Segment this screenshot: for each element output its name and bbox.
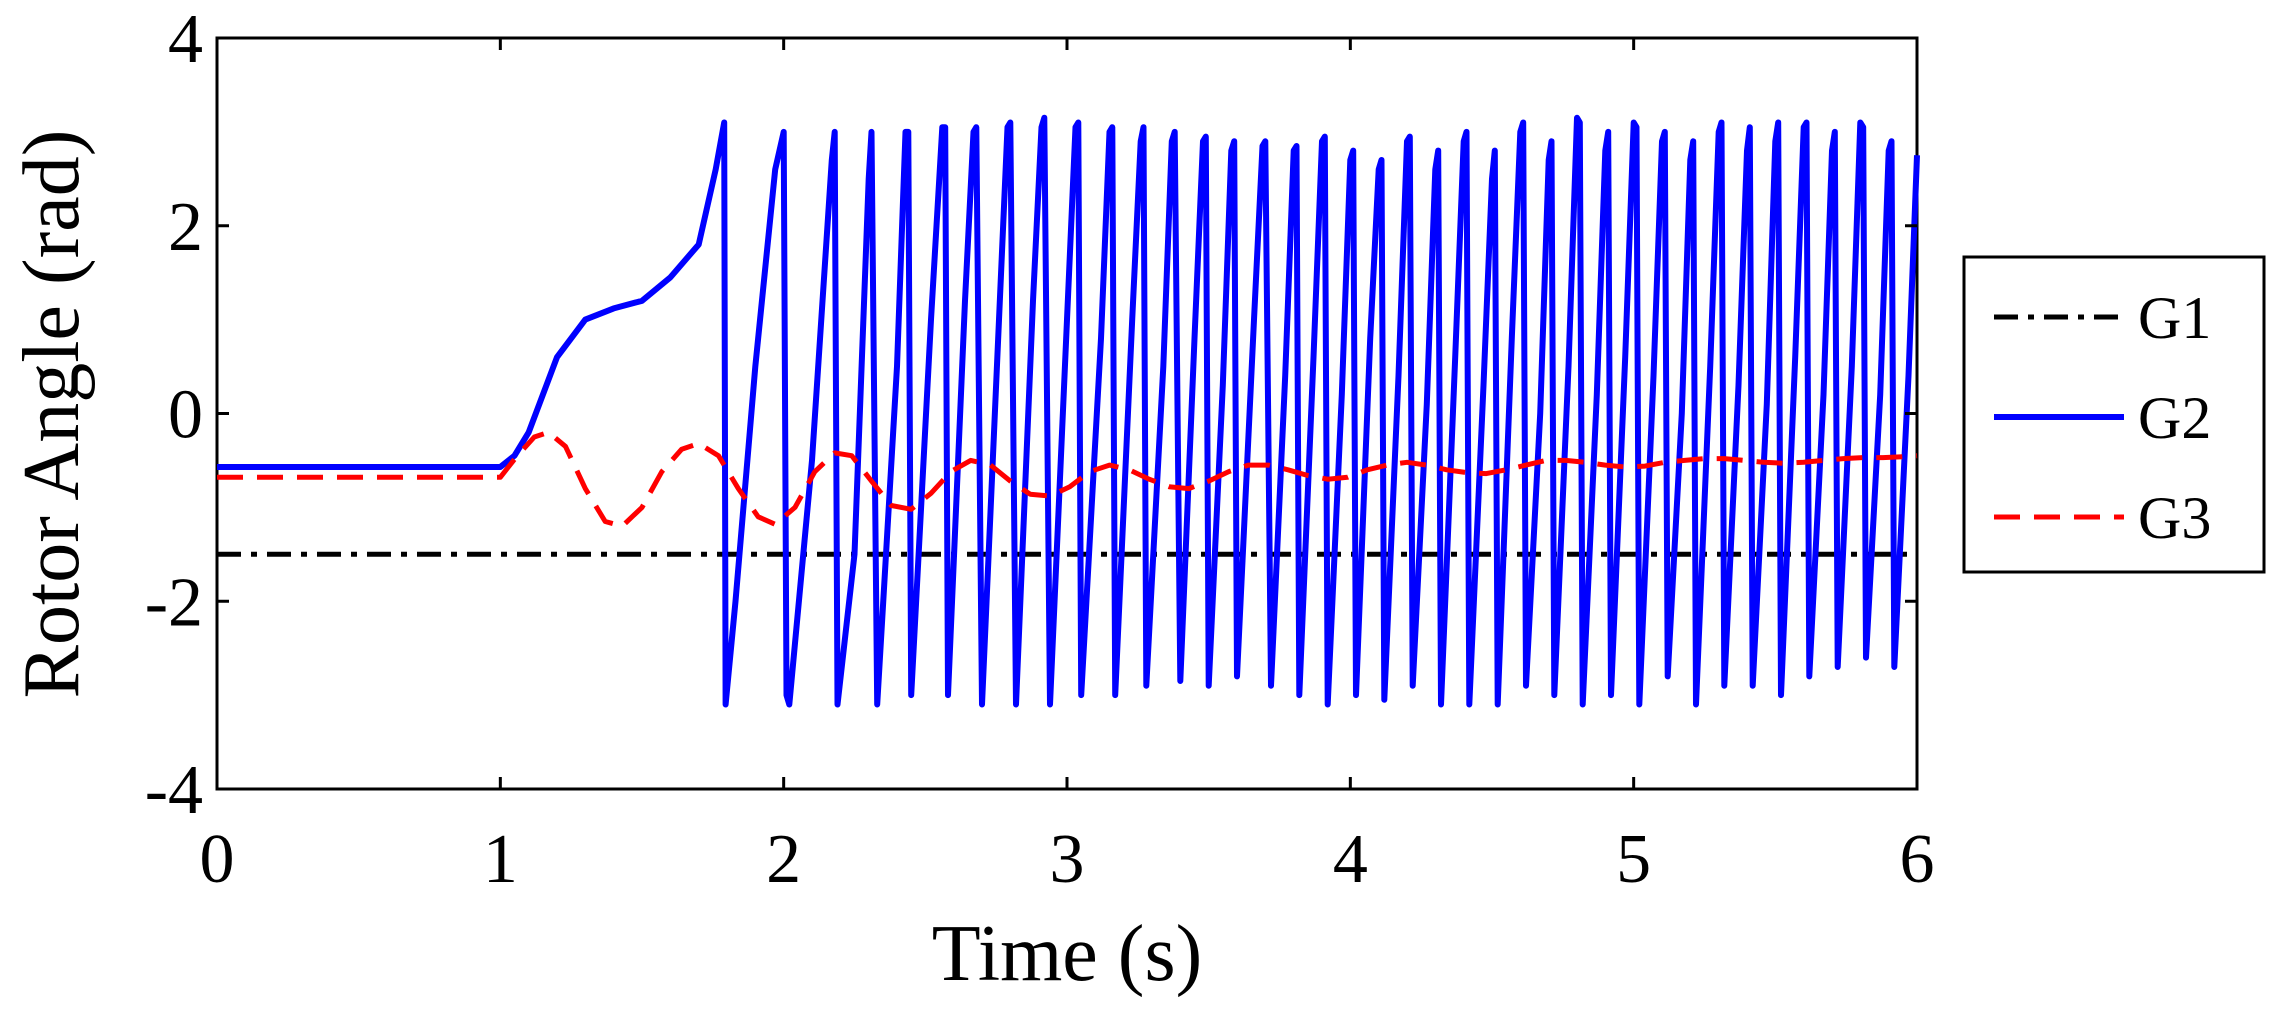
legend-label-g3: G3 [2138,485,2211,551]
x-tick-label: 6 [1900,821,1935,898]
legend: G1 G2 G3 [1962,255,2266,574]
x-tick-label: 5 [1616,821,1651,898]
series-layer [217,114,1920,708]
x-tick-label: 0 [200,821,235,898]
legend-label-g1: G1 [2138,285,2211,351]
ticks-layer: 0 1 2 3 4 5 6 -4 -2 0 2 4 [145,1,1935,898]
y-tick-label: 2 [168,189,203,266]
plot-area: 0 1 2 3 4 5 6 -4 -2 0 2 4 [145,1,1935,898]
x-axis-label: Time (s) [932,910,1202,998]
series-line-g2 [217,114,1920,708]
x-tick-label: 3 [1050,821,1085,898]
y-tick-label: 0 [168,377,203,454]
x-tick-label: 1 [483,821,518,898]
series-line-g3 [217,429,1918,529]
y-axis-label: Rotor Angle (rad) [8,130,96,699]
y-tick-label: -2 [145,564,203,641]
legend-label-g2: G2 [2138,385,2211,451]
x-tick-label: 2 [766,821,801,898]
legend-items: G1 G2 G3 [1994,285,2211,551]
y-tick-label: 4 [168,1,203,78]
x-tick-label: 4 [1333,821,1368,898]
y-tick-label: -4 [145,752,203,829]
